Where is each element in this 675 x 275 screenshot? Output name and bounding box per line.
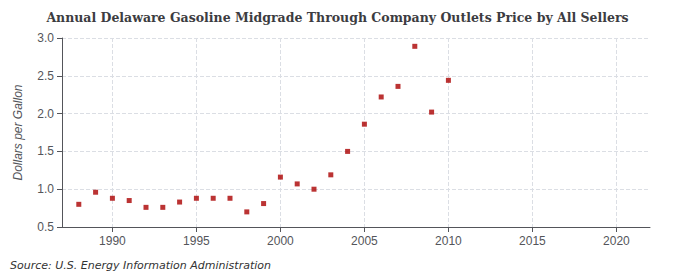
svg-text:Dollars per Gallon: Dollars per Gallon xyxy=(11,84,25,180)
svg-text:Annual Delaware Gasoline Midgr: Annual Delaware Gasoline Midgrade Throug… xyxy=(45,10,628,25)
svg-text:3.0: 3.0 xyxy=(37,31,54,45)
svg-text:1.5: 1.5 xyxy=(37,144,54,158)
svg-text:1995: 1995 xyxy=(183,234,210,248)
svg-text:1990: 1990 xyxy=(99,234,126,248)
svg-text:2005: 2005 xyxy=(351,234,378,248)
svg-text:2.0: 2.0 xyxy=(37,107,54,121)
svg-text:2010: 2010 xyxy=(435,234,462,248)
svg-text:2.5: 2.5 xyxy=(37,69,54,83)
svg-text:2020: 2020 xyxy=(603,234,630,248)
svg-text:Source: U.S. Energy Informatio: Source: U.S. Energy Information Administ… xyxy=(10,259,271,272)
svg-text:0.5: 0.5 xyxy=(37,220,54,234)
svg-text:2015: 2015 xyxy=(519,234,546,248)
svg-text:1.0: 1.0 xyxy=(37,182,54,196)
svg-text:2000: 2000 xyxy=(267,234,294,248)
